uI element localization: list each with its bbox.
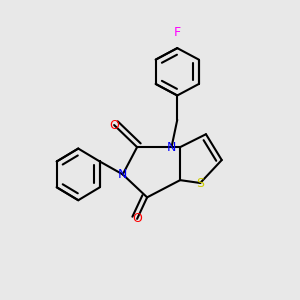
Text: N: N <box>167 141 176 154</box>
Text: F: F <box>174 26 181 39</box>
Text: O: O <box>109 118 119 131</box>
Text: O: O <box>132 212 142 225</box>
Text: N: N <box>118 168 128 181</box>
Text: S: S <box>196 176 204 190</box>
